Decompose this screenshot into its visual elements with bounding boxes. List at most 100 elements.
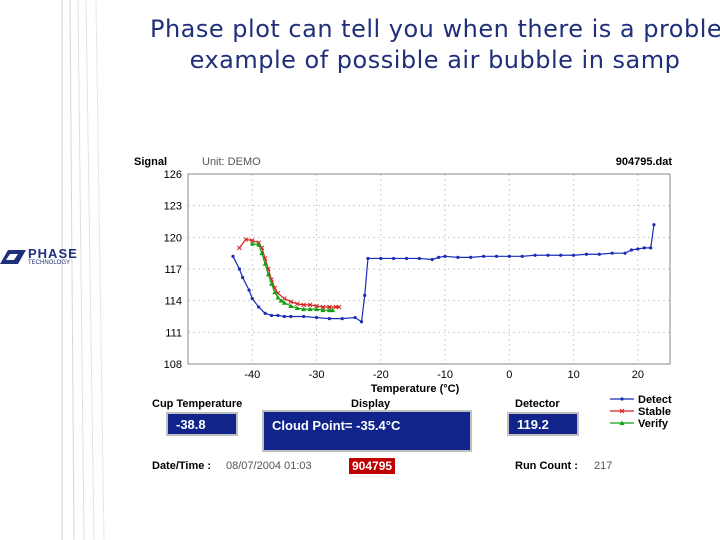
slide-title: Phase plot can tell you when there is a … — [150, 14, 720, 76]
data-point — [642, 246, 646, 250]
data-point — [289, 314, 293, 319]
data-point — [278, 298, 284, 303]
detector-label: Detector — [515, 398, 560, 410]
data-point — [353, 315, 357, 320]
data-point — [559, 253, 563, 257]
y-tick-label: 108 — [164, 359, 182, 371]
legend-label: Detect — [638, 394, 672, 406]
x-tick-label: -20 — [373, 369, 389, 381]
datetime-value: 08/07/2004 01:03 — [226, 460, 312, 472]
data-point — [249, 241, 255, 246]
data-point — [263, 311, 267, 315]
chart-series — [231, 223, 656, 324]
y-tick-label: 123 — [164, 201, 182, 213]
data-point — [249, 238, 255, 243]
chart-grid — [188, 173, 670, 365]
chart-ticks: -40 -30 -20 -10 0 10 20 108 111 114 117 120 123 126 — [164, 169, 644, 381]
run-count-label: Run Count : — [515, 460, 578, 472]
cup-temperature-label: Cup Temperature — [152, 398, 243, 410]
x-tick-label: -40 — [244, 369, 260, 381]
data-point — [330, 307, 336, 313]
phase-plot-chart: Signal Unit: DEMO 904795.dat Temperature… — [134, 156, 673, 395]
data-point — [623, 251, 627, 255]
data-point — [294, 301, 300, 307]
y-tick-label: 111 — [165, 327, 182, 339]
data-point — [301, 306, 307, 312]
phase-logo-icon — [0, 250, 26, 264]
data-point — [649, 246, 653, 250]
data-point — [247, 288, 251, 292]
file-label: 904795.dat — [616, 156, 673, 168]
unit-label: Unit: DEMO — [202, 156, 261, 168]
data-point — [546, 253, 550, 257]
data-point — [507, 254, 511, 258]
data-point — [275, 295, 281, 300]
legend-label: Stable — [638, 406, 671, 418]
data-point — [257, 305, 261, 309]
data-point — [231, 254, 235, 258]
data-point — [366, 256, 370, 261]
data-point — [430, 257, 434, 262]
series-line — [238, 238, 340, 308]
series-detect — [231, 223, 656, 324]
logo-subtext: TECHNOLOGY — [28, 260, 71, 266]
y-tick-label: 126 — [164, 169, 182, 181]
data-point — [572, 253, 576, 257]
data-point — [250, 296, 254, 301]
decorative-side-lines — [61, 0, 105, 540]
y-tick-label: 120 — [164, 232, 182, 244]
datetime-label: Date/Time : — [152, 460, 212, 472]
data-point — [520, 254, 524, 258]
cup-temperature-value: -38.8 — [166, 412, 238, 436]
data-point — [417, 256, 421, 261]
data-point — [307, 302, 313, 308]
data-point — [314, 303, 319, 309]
display-value: Cloud Point= -35.4°C — [262, 410, 472, 452]
data-point — [597, 252, 601, 256]
y-tick-label: 117 — [164, 264, 182, 276]
data-point — [320, 307, 326, 313]
x-tick-label: 20 — [632, 369, 644, 381]
file-badge: 904795 — [349, 458, 396, 474]
data-point — [314, 315, 319, 320]
data-point — [392, 256, 396, 261]
data-point — [269, 281, 275, 286]
data-point — [482, 254, 486, 258]
run-count-value: 217 — [594, 460, 613, 472]
series-stable — [237, 237, 342, 310]
data-point — [243, 237, 249, 242]
data-point — [469, 255, 473, 259]
data-point — [363, 293, 367, 297]
legend-marker — [619, 420, 625, 425]
data-point — [272, 289, 278, 295]
data-point — [636, 247, 640, 251]
data-point — [340, 317, 344, 321]
data-point — [241, 275, 245, 280]
data-point — [314, 306, 320, 312]
logo-text: PHASE — [28, 246, 78, 261]
data-point — [256, 242, 262, 247]
data-point — [301, 302, 307, 308]
legend-label: Verify — [638, 418, 669, 430]
data-point — [443, 254, 447, 258]
data-point — [456, 255, 460, 259]
data-point — [404, 256, 409, 261]
y-axis-label: Signal — [134, 156, 167, 168]
data-point — [259, 250, 265, 256]
data-point — [533, 253, 537, 257]
slide-title-line2: example of possible air bubble in samp — [189, 46, 681, 74]
data-point — [307, 306, 313, 312]
data-point — [288, 299, 294, 305]
data-point — [379, 256, 383, 261]
data-point — [327, 317, 331, 321]
plot-frame — [187, 173, 671, 365]
y-tick-label: 114 — [164, 296, 182, 308]
data-point — [262, 261, 268, 266]
data-point — [282, 314, 286, 319]
x-axis-label: Temperature (°C) — [371, 383, 460, 395]
legend-marker — [619, 408, 625, 414]
slide-title-line1: Phase plot can tell you when there is a … — [150, 15, 720, 43]
data-point — [629, 248, 634, 252]
legend-marker — [620, 397, 624, 401]
data-point — [327, 304, 332, 310]
